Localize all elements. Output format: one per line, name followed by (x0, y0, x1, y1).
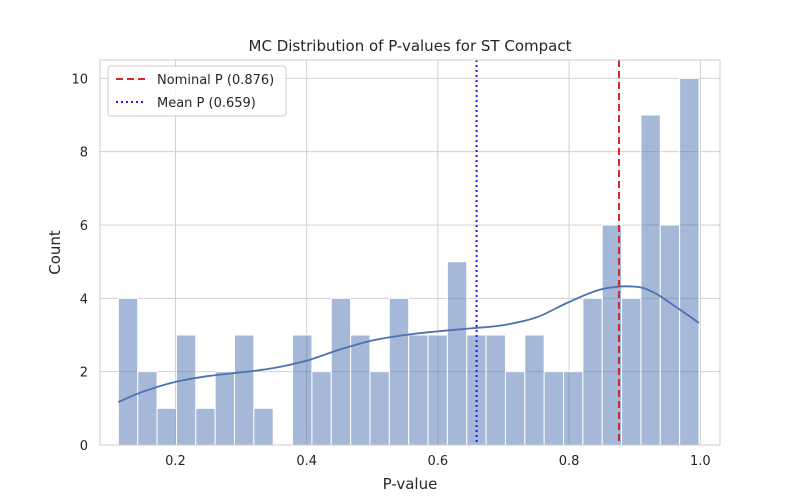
histogram-bar (582, 297, 603, 446)
x-tick-label: 0.4 (296, 454, 317, 469)
histogram-bar (408, 334, 429, 446)
legend-mean-label: Mean P (0.659) (157, 96, 256, 111)
histogram-bar (446, 261, 468, 446)
histogram-bar (292, 334, 313, 446)
kde-curve-group (118, 285, 700, 403)
chart-title: MC Distribution of P-values for ST Compa… (249, 37, 572, 55)
y-axis-label: Count (46, 230, 64, 275)
histogram-bar (253, 407, 274, 446)
histogram-bar (504, 371, 526, 446)
y-tick-label: 10 (71, 72, 88, 87)
histogram-bar (524, 334, 545, 446)
x-tick-label: 1.0 (690, 454, 711, 469)
histogram-bar (659, 224, 681, 446)
histogram-bar (117, 297, 139, 446)
histogram-bar (350, 334, 371, 446)
histogram-bar (156, 407, 177, 446)
x-tick-label: 0.8 (559, 454, 580, 469)
histogram-bar (214, 371, 235, 446)
x-tick-label: 0.2 (165, 454, 186, 469)
histogram-bar (330, 297, 352, 446)
histogram-bar (485, 334, 506, 446)
histogram-bar (388, 297, 410, 446)
y-tick-label: 4 (80, 292, 88, 307)
histogram-bar (195, 407, 216, 446)
y-tick-label: 6 (80, 219, 88, 234)
histogram-bar (175, 334, 197, 446)
plot-frame (99, 59, 721, 446)
histogram-bar (679, 77, 700, 446)
tick-labels: 0.2 0.4 0.6 0.8 1.0 0 2 4 6 8 10 (71, 72, 710, 469)
legend: Nominal P (0.876) Mean P (0.659) (107, 65, 287, 117)
histogram-bar (640, 114, 661, 446)
y-tick-label: 8 (80, 146, 88, 161)
histogram-bars (117, 77, 700, 446)
histogram-bar (233, 334, 255, 446)
histogram-bar (137, 371, 158, 446)
kde-curve (118, 285, 700, 403)
x-tick-label: 0.6 (428, 454, 449, 469)
histogram-bar (563, 371, 584, 446)
reference-lines (475, 60, 620, 445)
legend-box (107, 65, 287, 117)
x-axis-label: P-value (383, 475, 438, 493)
y-tick-label: 0 (80, 439, 88, 454)
histogram-bar (621, 297, 642, 446)
histogram-bar (369, 371, 390, 446)
histogram-bar (311, 371, 332, 446)
y-tick-label: 2 (80, 366, 88, 381)
legend-nominal-label: Nominal P (0.876) (157, 73, 274, 88)
histogram-bar (543, 371, 565, 446)
histogram-bar (427, 334, 448, 446)
